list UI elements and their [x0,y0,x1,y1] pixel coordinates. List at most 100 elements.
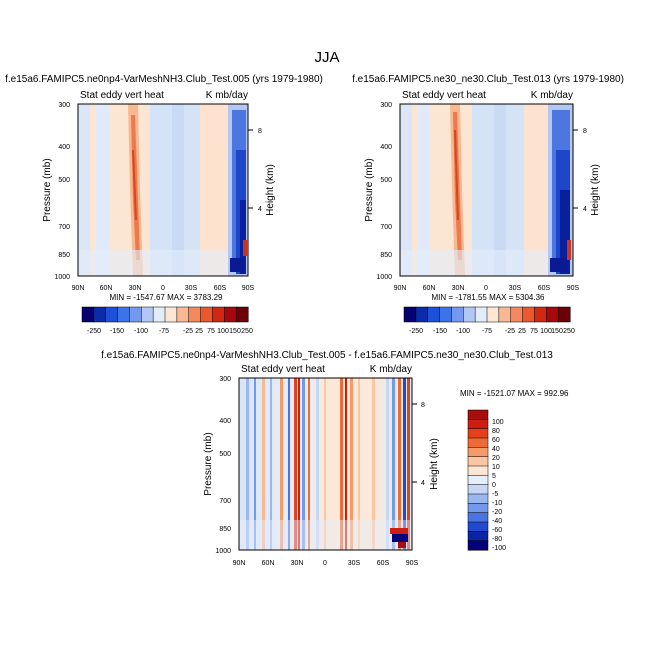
panel-2-y2label: Height (km) [590,164,601,216]
panel-2-y2ticks: 8 4 [573,128,587,213]
panel-1-xtick: 60S [214,285,227,292]
colorbar-label: 40 [492,446,500,453]
panel-3-xtick: 0 [323,560,327,567]
colorbar-box [467,419,489,430]
colorbar-label: 75 [530,328,538,335]
colorbar-label: -100 [134,328,148,335]
colorbar-box [467,465,489,476]
panel-2-ytick: 1000 [376,274,392,281]
colorbar-label: -10 [492,500,502,507]
panel-2-xtick: 90S [567,285,580,292]
colorbar-box [467,493,489,504]
panel-1-ytick: 500 [58,177,70,184]
panel-1-min-max: MIN = -1547.67 MAX = 3783.29 [110,293,224,302]
colorbar-label: 150 [551,328,563,335]
colorbar-box [557,306,571,323]
panel-3-xtick: 60N [262,560,275,567]
panel-3-y2tick: 4 [421,480,425,487]
panel-1-heatmap [77,103,249,277]
panel-1-title: f.e15a6.FAMIPC5.ne0np4-VarMeshNH3.Club_T… [5,74,323,85]
colorbar-box [510,306,524,323]
panel-1-right-string: K mb/day [206,90,248,101]
panel-2-xtick: 60S [538,285,551,292]
panel-3-y2tick: 8 [421,402,425,409]
colorbar-box [415,306,429,323]
colorbar-label: -150 [110,328,124,335]
colorbar-box [188,306,202,323]
colorbar-label: 75 [207,328,215,335]
colorbar-box [486,306,500,323]
panel-3-ytick: 400 [219,418,231,425]
panel-1-left-string: Stat eddy vert heat [80,90,164,101]
colorbar-label: 80 [492,428,500,435]
panel-1-xtick: 0 [161,285,165,292]
colorbar-box [534,306,547,323]
panel-1-colorbar-labels: -250 -150 -100 -75 -25 25 75 100 150 250 [87,328,253,335]
colorbar-label: -5 [492,491,498,498]
colorbar-label: -100 [492,545,506,552]
colorbar-label: -250 [87,328,101,335]
colorbar-box [200,306,213,323]
panel-1-ylabel: Pressure (mb) [42,158,53,221]
colorbar-label: -75 [159,328,169,335]
colorbar-label: -150 [433,328,447,335]
colorbar-box [546,306,559,323]
panel-1-xtick: 60N [100,285,113,292]
colorbar-label: -40 [492,518,502,525]
panel-2-y2tick: 8 [583,128,587,135]
colorbar-label: 20 [492,455,500,462]
panel-3-ytick: 1000 [215,548,231,555]
colorbar-label: 25 [195,328,203,335]
panel-1-ytick: 1000 [54,274,70,281]
colorbar-label: 100 [540,328,552,335]
figure-title: JJA [314,49,339,66]
colorbar-box [439,306,452,323]
colorbar-label: -100 [456,328,470,335]
panel-3-colorbar [467,409,489,551]
colorbar-label: 250 [241,328,253,335]
panel-2-min-max: MIN = -1781.55 MAX = 5304.36 [432,293,546,302]
colorbar-label: -250 [409,328,423,335]
panel-1-ytick: 400 [58,144,70,151]
panel-3-ytick: 700 [219,498,231,505]
colorbar-box [467,475,489,486]
panel-2-xtick: 30S [509,285,522,292]
panel-2-colorbar-labels: -250 -150 -100 -75 -25 25 75 100 150 250 [409,328,575,335]
colorbar-box [81,306,95,323]
panel-1-xticks: 90N 60N 30N 0 30S 60S 90S [72,285,255,292]
colorbar-label: 100 [492,419,504,426]
colorbar-box [467,409,489,420]
panel-2-xtick: 0 [484,285,488,292]
panel-3-heatmap [238,377,413,551]
colorbar-box [467,447,489,458]
panel-3-ytick: 500 [219,451,231,458]
colorbar-box [117,306,130,323]
colorbar-box [467,484,489,495]
colorbar-box [224,306,237,323]
panel-1-y2label: Height (km) [265,164,276,216]
panel-3-xtick: 30N [291,560,304,567]
panel-1-yticks: 300 400 500 700 850 1000 [54,102,70,281]
panel-1-ytick: 700 [58,224,70,231]
panel-1-colorbar [81,306,249,323]
colorbar-label: 250 [563,328,575,335]
colorbar-box [105,306,119,323]
panel-1-y2ticks: 8 4 [248,128,262,213]
colorbar-box [522,306,535,323]
colorbar-box [129,306,142,323]
panel-2-xtick: 60N [423,285,436,292]
colorbar-label: 100 [217,328,229,335]
panel-2-ylabel: Pressure (mb) [364,158,375,221]
panel-3-xtick: 60S [377,560,390,567]
panel-1-ytick: 300 [58,102,70,109]
panel-3-xtick: 90N [233,560,246,567]
colorbar-box [467,437,489,448]
colorbar-label: 150 [229,328,241,335]
panel-2-right-string: K mb/day [531,90,573,101]
panel-3-ytick: 850 [219,526,231,533]
panel-1-xtick: 30S [185,285,198,292]
panel-2-y2tick: 4 [583,206,587,213]
panel-1-y2tick: 4 [258,206,262,213]
colorbar-box [176,306,190,323]
